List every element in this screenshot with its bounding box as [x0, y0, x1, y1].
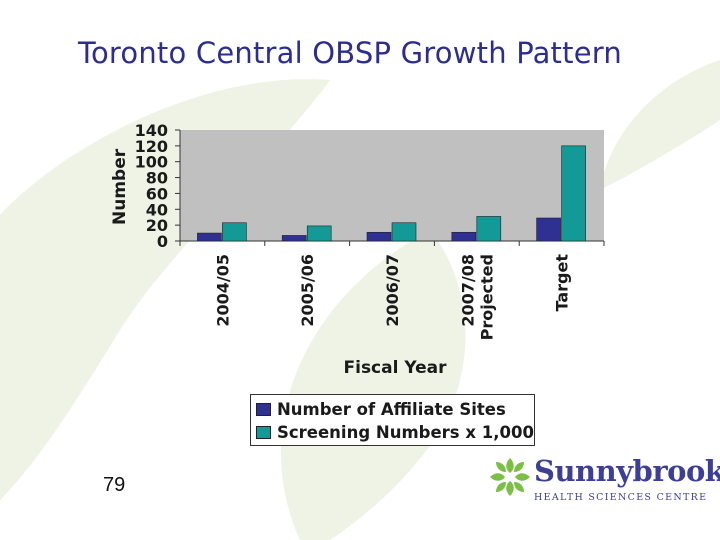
bar-affiliate-sites [536, 217, 561, 242]
legend-item-affiliate-sites: Number of Affiliate Sites [256, 398, 534, 421]
bar-affiliate-sites [197, 232, 222, 242]
page-number: 79 [103, 474, 126, 496]
logo-name: Sunnybrook [534, 454, 720, 488]
bar-affiliate-sites [281, 235, 307, 242]
legend-item-screening-numbers: Screening Numbers x 1,000 [256, 421, 534, 444]
x-category-label: 2004/05 [213, 254, 232, 327]
x-axis-categories: 2004/05 2005/06 2006/07 2007/08 Projected Tar… [179, 241, 605, 340]
legend-label-screening-numbers: Screening Numbers x 1,000 [277, 423, 534, 442]
sunnybrook-logo: Sunnybrook HEALTH SCIENCES CENTRE [488, 454, 720, 512]
y-tick-label: 80 [146, 169, 168, 188]
bar-screening-numbers [222, 222, 247, 242]
x-category-label: 2006/07 [383, 254, 402, 327]
y-tick-label: 60 [146, 184, 168, 203]
bar-screening-numbers [561, 145, 586, 242]
x-category-label-line: 2007/08 [458, 254, 477, 327]
bar-affiliate-sites [451, 231, 477, 242]
leaf-shape-right [600, 60, 720, 190]
bar-screening-numbers [391, 222, 417, 242]
x-category-label-line: 2006/07 [383, 254, 402, 327]
leaf-logo-icon [490, 458, 530, 496]
bar-screening-numbers [476, 216, 502, 242]
y-tick-label: 140 [135, 121, 168, 140]
x-axis-title: Fiscal Year [344, 358, 448, 378]
leaf-shape-center [280, 230, 466, 540]
leaf-shape-left [0, 79, 330, 501]
x-category-label: 2007/08 Projected [458, 254, 496, 340]
y-tick-label: 100 [135, 153, 168, 172]
legend-swatch-affiliate-sites [256, 403, 271, 416]
x-category-label-line: 2005/06 [298, 254, 317, 327]
y-tick-label: 0 [157, 232, 168, 251]
bars [197, 145, 586, 242]
bar-affiliate-sites [366, 231, 392, 242]
legend-swatch-screening-numbers [256, 426, 271, 439]
x-category-label-line: Projected [477, 254, 496, 340]
chart-legend: Number of Affiliate Sites Screening Numb… [250, 394, 535, 446]
slide-title: Toronto Central OBSP Growth Pattern [78, 36, 622, 70]
legend-label-affiliate-sites: Number of Affiliate Sites [277, 400, 506, 419]
y-tick-label: 40 [146, 200, 168, 219]
y-tick-label: 120 [135, 137, 168, 156]
y-tick-label: 20 [146, 216, 168, 235]
y-axis-title: Number [110, 148, 130, 225]
bar-screening-numbers [306, 225, 332, 242]
x-category-label-line: Target [553, 254, 572, 312]
x-category-label: 2005/06 [298, 254, 317, 327]
x-category-label: Target [553, 254, 572, 312]
x-category-label-line: 2004/05 [213, 254, 232, 327]
logo-subtitle: HEALTH SCIENCES CENTRE [534, 492, 708, 503]
